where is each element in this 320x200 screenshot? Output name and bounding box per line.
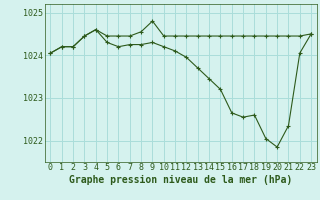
- X-axis label: Graphe pression niveau de la mer (hPa): Graphe pression niveau de la mer (hPa): [69, 175, 292, 185]
